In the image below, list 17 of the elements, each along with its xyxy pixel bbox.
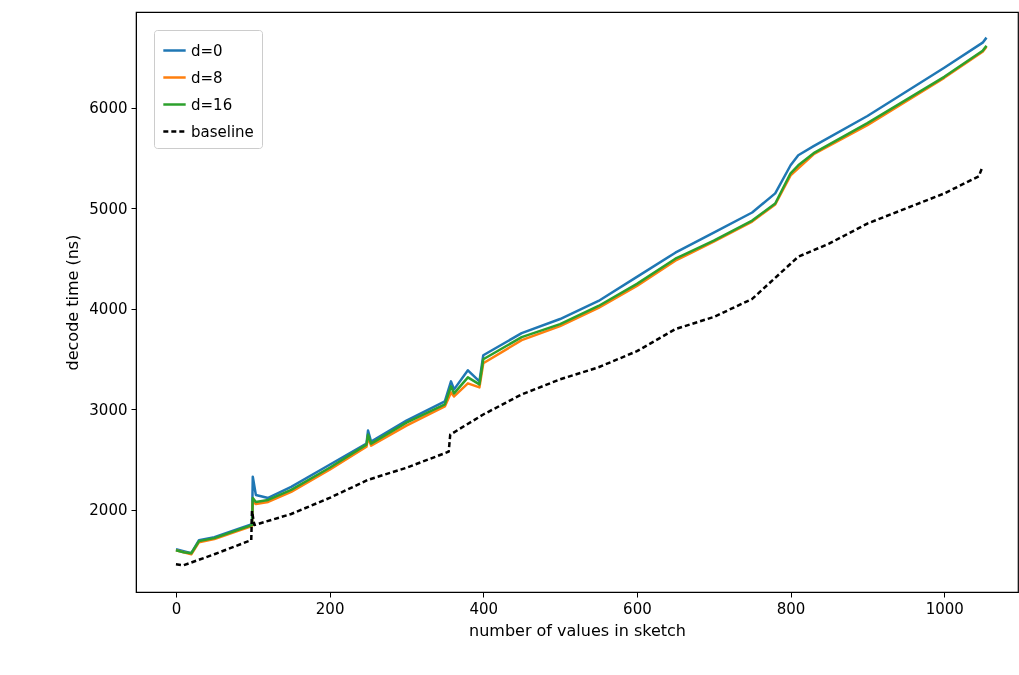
legend-label: d=8 bbox=[191, 68, 223, 87]
x-tick-label: 600 bbox=[623, 599, 652, 618]
x-tick-label: 1000 bbox=[925, 599, 964, 618]
legend-label: d=16 bbox=[191, 95, 233, 114]
y-tick-label: 6000 bbox=[89, 99, 128, 118]
legend-label: baseline bbox=[191, 122, 254, 141]
y-tick-label: 5000 bbox=[89, 199, 128, 218]
x-tick-label: 400 bbox=[469, 599, 499, 618]
y-tick-label: 2000 bbox=[89, 501, 128, 520]
x-axis-title: number of values in sketch bbox=[469, 620, 686, 640]
y-tick-label: 3000 bbox=[89, 400, 128, 419]
x-tick-label: 0 bbox=[171, 599, 182, 618]
y-tick-label: 4000 bbox=[89, 300, 128, 319]
legend-label: d=0 bbox=[191, 41, 223, 60]
x-tick-label: 200 bbox=[315, 599, 345, 618]
x-tick-label: 800 bbox=[776, 599, 806, 618]
y-axis-title: decode time (ns) bbox=[63, 234, 83, 371]
